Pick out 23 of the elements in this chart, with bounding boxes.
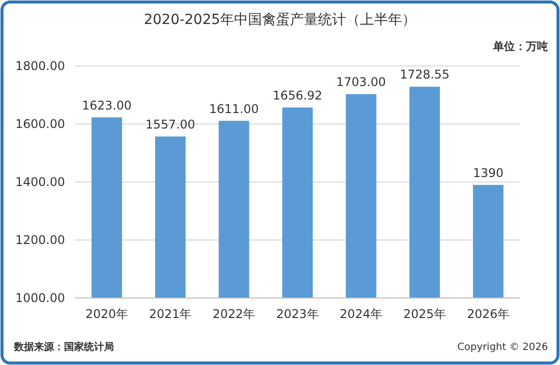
x-tick-label: 2020年 <box>86 307 128 321</box>
x-tick-label: 2026年 <box>466 307 510 321</box>
y-tick-label: 1200.00 <box>15 233 65 248</box>
data-label: 1390 <box>472 166 504 180</box>
x-tick-label: 2022年 <box>212 307 256 321</box>
data-label: 1703.00 <box>336 75 386 90</box>
x-tick-label: 2025年 <box>403 307 446 321</box>
x-tick-label: 2023年 <box>276 307 319 321</box>
data-label: 1611.00 <box>209 102 259 116</box>
source-note: 数据来源：国家统计局 <box>13 341 114 353</box>
y-tick-label: 1600.00 <box>15 117 65 132</box>
text: Copyright © 2026 <box>457 342 548 353</box>
y-tick-label: 1800.00 <box>15 59 65 74</box>
chart-subtitle: 单位：万吨 <box>492 40 548 53</box>
x-tick-label: 2021年 <box>149 307 192 321</box>
data-label: 1656.92 <box>272 88 322 102</box>
data-label: 1557.00 <box>146 117 196 132</box>
data-label: 1728.55 <box>400 68 450 82</box>
x-tick-label: 2024年 <box>340 307 382 321</box>
y-tick-label: 1400.00 <box>15 175 65 190</box>
y-tick-label: 1000.00 <box>15 291 65 306</box>
chart-title: 2020-2025年中国禽蛋产量统计（上半年） <box>144 12 416 28</box>
data-label: 1623.00 <box>82 98 132 112</box>
